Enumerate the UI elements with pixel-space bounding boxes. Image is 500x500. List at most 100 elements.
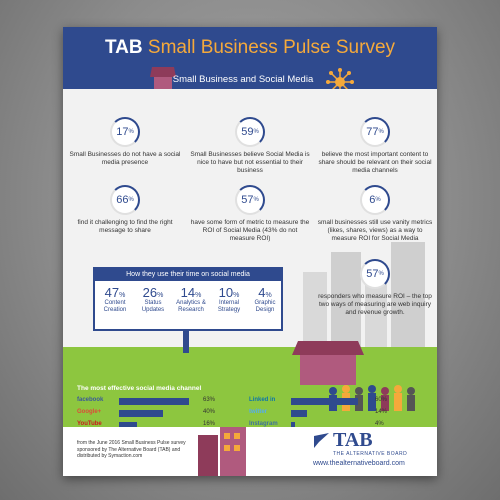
tab-logo-subtitle: THE ALTERNATIVE BOARD: [333, 451, 408, 457]
stat-unit: %: [253, 197, 259, 203]
channel-name: Instagram: [249, 421, 278, 427]
time-item: 47% Content Creation: [96, 285, 134, 314]
time-value: 26: [142, 285, 158, 300]
channel-value: 40%: [203, 409, 216, 415]
time-item: 4% Graphic Design: [246, 285, 284, 314]
stat-4: 66% find it challenging to find the righ…: [65, 185, 185, 235]
stat-value: 57: [241, 194, 254, 206]
stat-unit: %: [253, 129, 259, 135]
stat-text: believe the most important content to sh…: [318, 151, 432, 175]
tab-logo-text: TAB: [333, 429, 373, 451]
website-url: www.thealternativeboard.com: [313, 460, 405, 467]
time-item: 26% Status Updates: [134, 285, 172, 314]
stat-value: 6: [369, 194, 376, 206]
time-unit: %: [265, 292, 272, 299]
billboard-post: [183, 331, 189, 353]
time-item: 10% Internal Strategy: [210, 285, 248, 314]
channel-row: twitter 14%: [249, 409, 421, 418]
time-unit: %: [195, 292, 202, 299]
stat-unit: %: [128, 197, 134, 203]
channel-name: YouTube: [77, 421, 102, 427]
time-label: Content Creation: [103, 300, 127, 314]
time-label: Graphic Design: [254, 300, 276, 314]
time-unit: %: [157, 292, 164, 299]
channel-value: 4%: [375, 421, 384, 427]
infographic-sheet: TAB Small Business Pulse Survey Small Bu…: [63, 27, 437, 476]
channel-bar: [119, 422, 137, 429]
time-unit: %: [233, 292, 240, 299]
time-usage-title: How they use their time on social media: [95, 269, 281, 281]
footer-note: from the June 2016 Small Business Pulse …: [77, 440, 186, 459]
time-label: Internal Strategy: [217, 300, 241, 314]
stat-2: 59% Small Businesses believe Social Medi…: [190, 117, 310, 175]
stat-circle: 59%: [235, 117, 265, 147]
stat-circle: 6%: [360, 185, 390, 215]
shop-awning-icon: [150, 67, 176, 89]
stat-unit: %: [378, 271, 384, 277]
channel-bar: [119, 398, 189, 405]
channel-bar: [291, 422, 296, 429]
stat-unit: %: [378, 129, 384, 135]
time-item: 14% Analytics & Research: [172, 285, 210, 314]
header-banner: [63, 27, 437, 89]
time-label: Status Updates: [141, 300, 165, 314]
time-usage-billboard: How they use their time on social media …: [93, 267, 283, 331]
stat-text: have some form of metric to measure the …: [190, 219, 310, 243]
stat-text: Small Businesses do not have a social me…: [69, 151, 181, 167]
time-value: 14: [180, 285, 196, 300]
subtitle: Small Business and Social Media: [172, 74, 314, 85]
stat-unit: %: [128, 129, 134, 135]
stat-value: 66: [116, 194, 129, 206]
channel-row: Instagram 4%: [249, 421, 421, 430]
title-rest: Small Business Pulse Survey: [147, 37, 396, 58]
stat-value: 59: [241, 126, 254, 138]
stat-5: 57% have some form of metric to measure …: [190, 185, 310, 243]
stat-3: 77% believe the most important content t…: [315, 117, 435, 175]
channel-value: 60%: [375, 397, 388, 403]
channel-name: twitter: [249, 409, 267, 415]
stat-text: Small Businesses believe Social Media is…: [190, 151, 310, 175]
stat-7: 57% responders who measure ROI – the top…: [315, 259, 435, 317]
stat-circle: 17%: [110, 117, 140, 147]
channel-name: facebook: [77, 397, 104, 403]
title-brand: TAB: [104, 37, 143, 58]
channel-name: Google+: [77, 409, 102, 415]
channels-title: The most effective social media channel: [77, 385, 202, 392]
time-unit: %: [119, 292, 126, 299]
channel-value: 63%: [203, 397, 216, 403]
stat-circle: 57%: [235, 185, 265, 215]
city-skyline: [303, 242, 425, 352]
channel-value: 14%: [375, 409, 388, 415]
stat-text: small businesses still use vanity metric…: [317, 219, 433, 243]
building-illustration: [198, 427, 246, 476]
stat-value: 77: [366, 126, 379, 138]
stat-circle: 57%: [360, 259, 390, 289]
stat-circle: 66%: [110, 185, 140, 215]
stat-text: find it challenging to find the right me…: [77, 219, 173, 235]
channel-bar: [119, 410, 164, 417]
footer: [63, 427, 437, 476]
stat-6: 6% small businesses still use vanity met…: [315, 185, 435, 243]
channel-row: YouTube 16%: [77, 421, 249, 430]
tab-logo-icon: [314, 433, 329, 448]
channel-bar: [291, 410, 307, 417]
time-value: 4: [258, 285, 266, 300]
stat-circle: 77%: [360, 117, 390, 147]
page-title: TAB Small Business Pulse Survey: [63, 37, 437, 59]
stat-1: 17% Small Businesses do not have a socia…: [65, 117, 185, 167]
stat-value: 17: [116, 126, 129, 138]
stat-unit: %: [375, 197, 381, 203]
time-value: 47: [104, 285, 120, 300]
time-value: 10: [218, 285, 234, 300]
channel-row: facebook 63%: [77, 397, 249, 406]
time-label: Analytics & Research: [176, 300, 206, 314]
channel-row: Google+ 40%: [77, 409, 249, 418]
stat-value: 57: [366, 268, 379, 280]
stat-text: responders who measure ROI – the top two…: [318, 293, 432, 317]
network-icon: [326, 68, 354, 96]
channel-name: Linked in: [249, 397, 276, 403]
channel-bar: [291, 398, 358, 405]
channel-row: Linked in 60%: [249, 397, 421, 406]
market-stall-and-people: [292, 341, 415, 411]
channel-value: 16%: [203, 421, 216, 427]
